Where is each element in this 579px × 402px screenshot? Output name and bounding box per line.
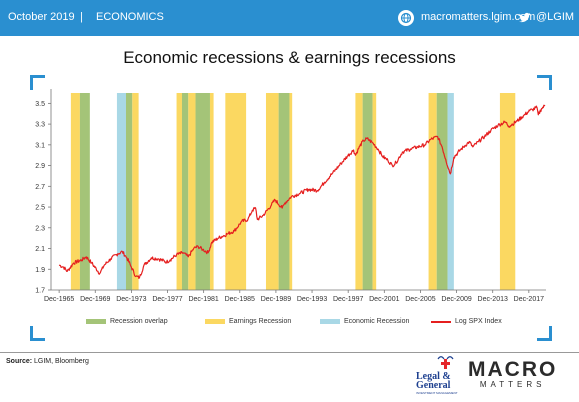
corner-bracket-bottom-right [537,326,552,341]
logo-lg-line1: Legal & [416,371,451,382]
y-tick-label-2: 2.1 [35,246,45,253]
chart-axes: 1.7 1.9 2.1 2.3 2.5 2.7 2.9 3.1 3.3 3.5 Dec-1965 De… [35,89,546,303]
corner-bracket-bottom-left [30,326,45,341]
source-label: Source: [6,358,33,365]
band-earnings-11 [265,93,279,290]
band-overlap-12 [278,93,290,290]
header-twitter-handle[interactable]: @LGIM [536,11,575,23]
band-earnings-5 [176,93,182,290]
legend-swatch-economic [320,319,340,324]
y-tick-label-9: 3.5 [35,101,45,108]
legend-item-earnings: Earnings Recession [205,318,291,330]
legend-item-economic: Economic Recession [320,318,409,330]
x-tick-label-2: Dec-1973 [116,296,146,303]
x-tick-label-4: Dec-1981 [188,296,218,303]
band-economic-19 [447,93,454,290]
x-tick-label-9: Dec-2001 [369,296,399,303]
legend-label-economic: Economic Recession [344,318,410,325]
corner-bracket-top-right [537,75,552,90]
band-overlap-15 [362,93,373,290]
x-tick-label-1: Dec-1969 [80,296,110,303]
legend-swatch-earnings [205,319,225,324]
logo-lg-line3: INVESTMENT MANAGEMENT [416,391,458,395]
band-overlap-6 [181,93,189,290]
source-note: Source: LGIM, Bloomberg [6,358,89,365]
x-tick-label-12: Dec-2013 [478,296,508,303]
legend-swatch-overlap [86,319,106,324]
band-earnings-16 [372,93,377,290]
legend-item-overlap: Recession overlap [86,318,168,330]
logo-matters: MATTERS [479,380,546,389]
x-tick-label-10: Dec-2005 [405,296,435,303]
y-tick-label-3: 2.3 [35,225,45,232]
source-text: LGIM, Bloomberg [34,358,89,365]
y-tick-label-6: 2.9 [35,163,45,170]
logo-lg-line2: General [416,380,451,391]
band-earnings-7 [188,93,196,290]
header-date: October 2019 [8,11,75,23]
band-earnings-4 [132,93,139,290]
y-tick-label-8: 3.3 [35,122,45,129]
series-line-0 [58,104,546,279]
header-website-link[interactable]: macromatters.lgim.com [421,11,536,23]
legend-swatch-line [431,320,451,323]
band-earnings-10 [225,93,247,290]
band-earnings-20 [499,93,516,290]
band-economic-2 [116,93,126,290]
y-tick-label-1: 1.9 [35,267,45,274]
band-earnings-13 [289,93,293,290]
band-overlap-8 [195,93,210,290]
header-section: ECONOMICS [96,11,164,23]
logo-macro: MACRO [468,358,558,381]
globe-icon[interactable] [398,10,414,26]
recession-bands [70,93,516,290]
header-bar: October 2019 | ECONOMICS macromatters.lg… [0,0,579,36]
header-separator: | [80,11,83,23]
x-tick-label-11: Dec-2009 [441,296,471,303]
chart-title: Economic recessions & earnings recession… [123,48,456,67]
y-tick-label-0: 1.7 [35,288,45,295]
x-tick-label-3: Dec-1977 [152,296,182,303]
band-earnings-17 [428,93,437,290]
band-earnings-9 [209,93,214,290]
band-earnings-14 [355,93,363,290]
y-tick-label-5: 2.7 [35,184,45,191]
legend-label-line: Log SPX Index [455,318,502,325]
x-tick-label-5: Dec-1985 [225,296,255,303]
band-overlap-3 [125,93,133,290]
footer-divider [0,352,579,353]
band-overlap-1 [79,93,90,290]
x-tick-label-13: Dec-2017 [514,296,544,303]
x-tick-label-7: Dec-1993 [297,296,327,303]
y-tick-label-4: 2.5 [35,205,45,212]
x-tick-label-6: Dec-1989 [261,296,291,303]
twitter-bird-icon[interactable] [518,11,532,25]
chart-series [58,104,546,279]
legend-item-line: Log SPX Index [431,318,502,330]
legend-label-overlap: Recession overlap [110,318,168,325]
macro-matters-logo: MACRO MATTERS [468,358,557,389]
y-tick-label-7: 3.1 [35,142,45,149]
band-earnings-0 [70,93,80,290]
x-tick-label-8: Dec-1997 [333,296,363,303]
x-tick-label-0: Dec-1965 [44,296,74,303]
band-overlap-18 [436,93,448,290]
legal-general-logo: Legal & General INVESTMENT MANAGEMENT [414,355,464,397]
legend-label-earnings: Earnings Recession [229,318,292,325]
corner-bracket-top-left [30,75,45,90]
